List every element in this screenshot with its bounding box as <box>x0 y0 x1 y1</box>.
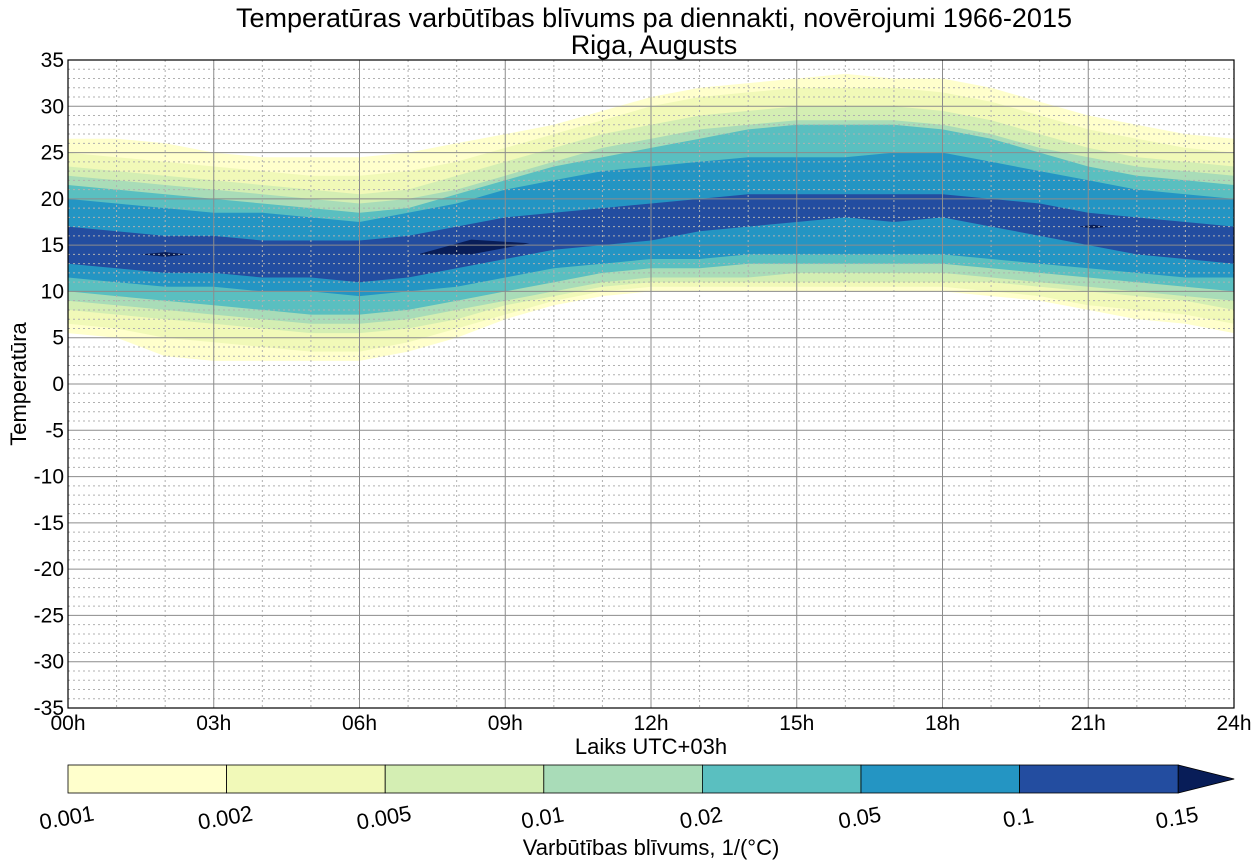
plot-frame <box>67 59 1235 709</box>
colorbar-tick-label: 0.001 <box>37 801 96 835</box>
y-tick-label: 15 <box>41 234 64 257</box>
y-tick-label: -30 <box>34 651 64 674</box>
x-tick-label: 00h <box>50 712 85 735</box>
y-tick-label: -5 <box>45 419 64 442</box>
chart-title: Temperatūras varbūtības blīvums pa dienn… <box>236 3 1072 33</box>
x-tick-label: 03h <box>196 712 231 735</box>
y-tick-label: 5 <box>52 327 64 350</box>
y-tick-label: -25 <box>34 604 64 627</box>
y-axis-label: Temperatūra <box>6 321 31 445</box>
x-axis-label: Laiks UTC+03h <box>575 734 727 759</box>
x-tick-label: 18h <box>925 712 960 735</box>
y-tick-label: 35 <box>41 49 64 72</box>
colorbar-tick-label: 0.01 <box>519 802 566 834</box>
x-tick-label: 24h <box>1216 712 1251 735</box>
colorbar-segment-0.1 <box>1019 764 1179 794</box>
colorbar-extend-arrow <box>1177 764 1235 794</box>
y-tick-label: -20 <box>34 558 64 581</box>
x-axis-ticks: 00h 03h 06h 09h 12h 15h 18h 21h 24h <box>50 712 1251 735</box>
colorbar-tick-label: 0.15 <box>1154 802 1201 834</box>
y-tick-label: 25 <box>41 142 64 165</box>
y-tick-label: 10 <box>41 280 64 303</box>
contour-peak-1 <box>140 252 190 257</box>
x-tick-label: 06h <box>342 712 377 735</box>
colorbar-label: Varbūtības blīvums, 1/(°C) <box>523 835 780 860</box>
y-tick-label: 30 <box>41 95 64 118</box>
x-tick-label: 12h <box>633 712 668 735</box>
colorbar-tick-label: 0.1 <box>1001 803 1035 833</box>
x-tick-label: 09h <box>488 712 523 735</box>
y-tick-label: 20 <box>41 188 64 211</box>
colorbar-segment-0.001 <box>67 764 228 794</box>
colorbar-segment-0.01 <box>543 764 703 794</box>
colorbar-segment-0.002 <box>226 764 386 794</box>
y-tick-label: 0 <box>52 373 64 396</box>
y-tick-label: -10 <box>34 466 64 489</box>
colorbar-segment-0.05 <box>860 764 1021 794</box>
x-tick-label: 15h <box>779 712 814 735</box>
y-axis-ticks: 35 30 25 20 15 10 5 0 -5 -10 -15 -20 -25 -30 -35 <box>34 49 64 720</box>
grid-lines <box>67 59 1235 709</box>
colorbar-tick-label: 0.005 <box>355 801 414 835</box>
colorbar-segment-0.005 <box>384 764 545 794</box>
colorbar-label-text: Varbūtības blīvums, 1/(°C) <box>523 835 780 860</box>
x-tick-label: 21h <box>1071 712 1106 735</box>
colorbar-segment-0.02 <box>702 764 862 794</box>
colorbar: 0.001 0.002 0.005 0.01 0.02 0.05 0.1 0.15 <box>37 764 1235 835</box>
colorbar-tick-label: 0.05 <box>836 802 883 834</box>
chart-subtitle: Riga, Augusts <box>571 30 738 60</box>
colorbar-tick-label: 0.02 <box>678 802 725 834</box>
y-tick-label: -35 <box>34 697 64 720</box>
contour-peak-2 <box>417 239 530 255</box>
colorbar-tick-label: 0.002 <box>196 801 255 835</box>
plot-area: 00h 03h 06h 09h 12h 15h 18h 21h 24h 35 30 25 20 15 10… <box>34 49 1252 735</box>
y-tick-label: -15 <box>34 512 64 535</box>
